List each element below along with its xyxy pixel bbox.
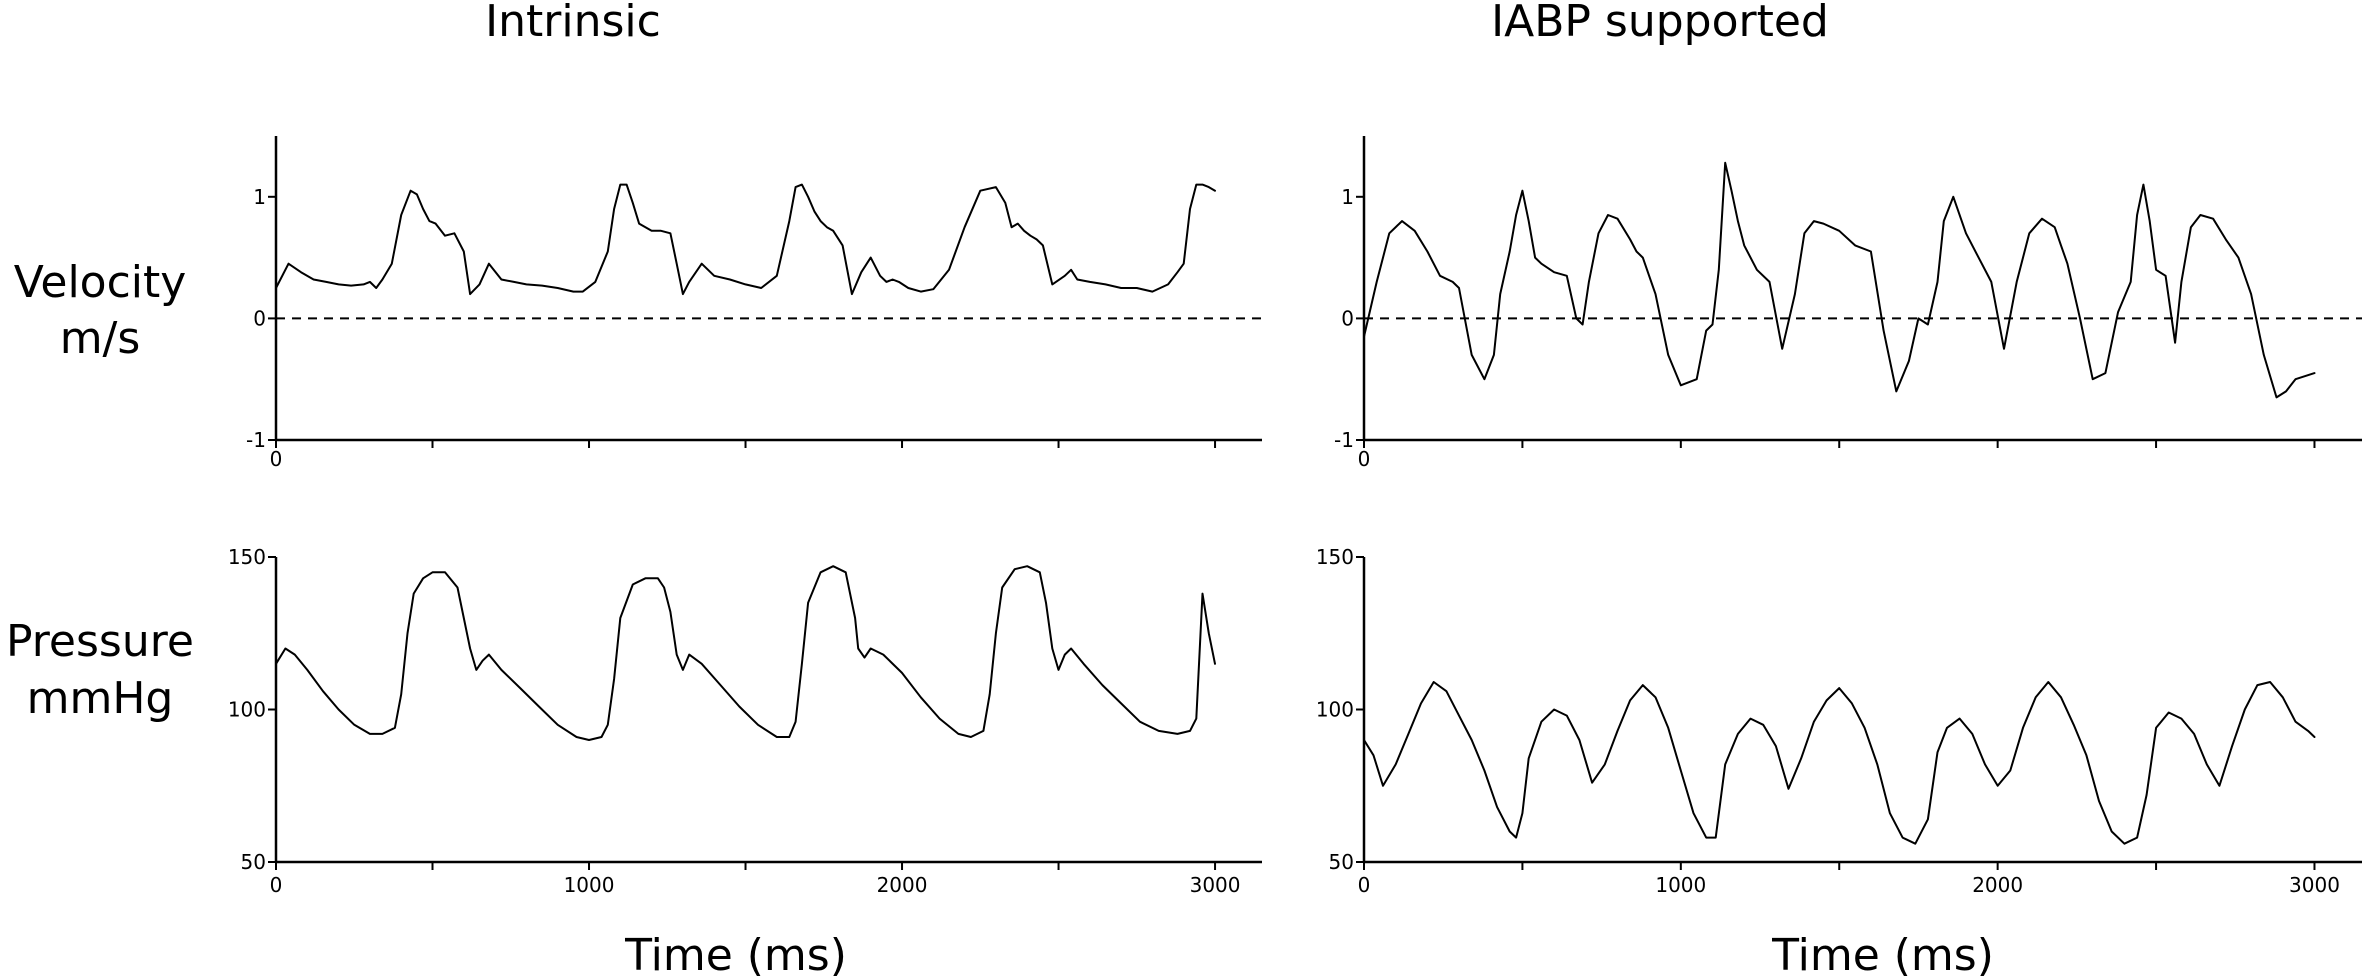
y-tick-label: 100 — [228, 698, 266, 722]
x-tick-label: 1000 — [564, 873, 615, 897]
x-tick-label: 2000 — [877, 873, 928, 897]
x-tick-label: 0 — [1358, 873, 1371, 897]
series-line — [275, 565, 1216, 741]
y-tick-label: -1 — [246, 428, 266, 452]
y-tick-label: 100 — [1316, 698, 1354, 722]
row-label-pressure: Pressure — [6, 616, 194, 667]
x-tick-label: 3000 — [2289, 873, 2340, 897]
y-tick-label: 1 — [1341, 185, 1354, 209]
pressure-intrinsic-panel: 50 100 150 0 1000 2000 3000 — [228, 545, 1262, 897]
y-tick-label: 0 — [1341, 306, 1354, 330]
row-label-velocity: Velocity — [14, 257, 187, 308]
series-line — [275, 183, 1216, 296]
x-axis-label-intrinsic: Time (ms) — [624, 930, 847, 977]
y-tick-label: 50 — [241, 850, 266, 874]
series-line — [1363, 161, 2316, 399]
y-tick-label: 1 — [253, 185, 266, 209]
x-tick-label: 0 — [270, 873, 283, 897]
x-axis-label-iabp-supported: Time (ms) — [1771, 930, 1994, 977]
y-tick-label: 150 — [1316, 545, 1354, 569]
column-title-intrinsic: Intrinsic — [485, 0, 661, 47]
x-tick-label: 3000 — [1190, 873, 1241, 897]
x-tick-label: 1000 — [1655, 873, 1706, 897]
x-tick-label: 0 — [1358, 447, 1371, 471]
x-tick-label: 2000 — [1972, 873, 2023, 897]
row-label-velocity-unit: m/s — [60, 313, 141, 364]
y-tick-label: -1 — [1334, 428, 1354, 452]
row-label-pressure-unit: mmHg — [27, 673, 174, 724]
column-title-iabp-supported: IABP supported — [1491, 0, 1829, 47]
pressure-iabp-supported-panel: 50 100 150 0 1000 2000 3000 — [1316, 545, 2362, 897]
y-tick-label: 0 — [253, 306, 266, 330]
y-tick-label: 50 — [1329, 850, 1354, 874]
y-tick-label: 150 — [228, 545, 266, 569]
series-line — [1363, 681, 2316, 845]
x-tick-label: 0 — [270, 447, 283, 471]
